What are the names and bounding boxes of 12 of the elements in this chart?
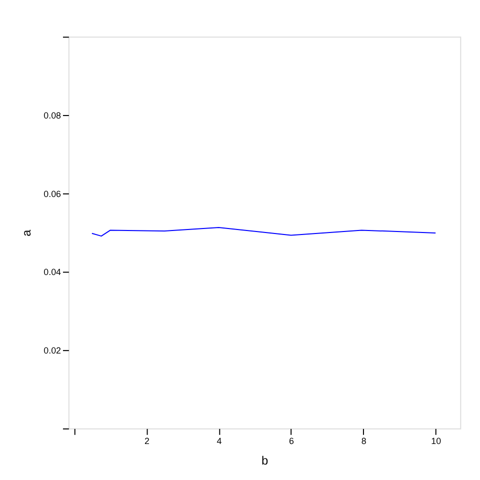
- x-tick-label: 4: [216, 436, 222, 446]
- x-tick-label: 10: [431, 436, 442, 446]
- y-tick-label: 0.04: [44, 267, 62, 278]
- y-tick-label: 0.02: [44, 346, 62, 356]
- y-tick-label: 0.06: [44, 188, 62, 199]
- x-axis-title: b: [261, 454, 268, 468]
- y-axis-title: a: [20, 229, 34, 236]
- x-tick-label: 6: [289, 436, 294, 446]
- y-tick-label: 0.08: [44, 110, 62, 121]
- x-tick-label: 2: [144, 436, 150, 446]
- x-tick-label: 8: [361, 436, 366, 446]
- line-series: [91, 226, 436, 237]
